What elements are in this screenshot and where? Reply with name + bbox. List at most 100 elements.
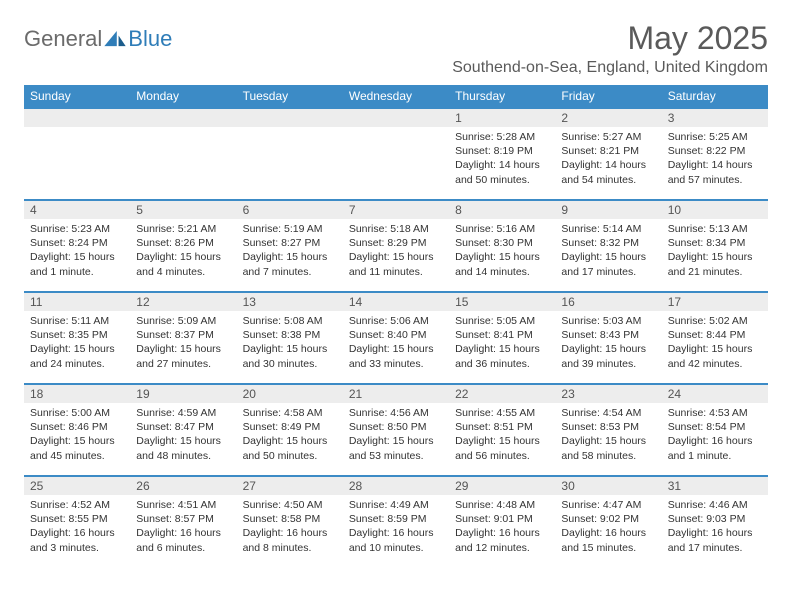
sunrise-text: Sunrise: 5:06 AM (349, 314, 443, 328)
sunset-text: Sunset: 8:47 PM (136, 420, 230, 434)
sunset-text: Sunset: 8:26 PM (136, 236, 230, 250)
daylight-text: Daylight: 15 hours and 33 minutes. (349, 342, 443, 370)
day-data: Sunrise: 4:58 AMSunset: 8:49 PMDaylight:… (237, 403, 343, 469)
calendar-day-cell: 10Sunrise: 5:13 AMSunset: 8:34 PMDayligh… (662, 200, 768, 292)
header: General Blue May 2025 Southend-on-Sea, E… (24, 20, 768, 77)
sunset-text: Sunset: 8:35 PM (30, 328, 124, 342)
day-number: 17 (662, 293, 768, 311)
sunrise-text: Sunrise: 5:19 AM (243, 222, 337, 236)
day-number: 21 (343, 385, 449, 403)
sunrise-text: Sunrise: 5:05 AM (455, 314, 549, 328)
sunset-text: Sunset: 8:49 PM (243, 420, 337, 434)
sunrise-text: Sunrise: 4:46 AM (668, 498, 762, 512)
sunrise-text: Sunrise: 5:16 AM (455, 222, 549, 236)
daylight-text: Daylight: 15 hours and 17 minutes. (561, 250, 655, 278)
day-data: Sunrise: 5:13 AMSunset: 8:34 PMDaylight:… (662, 219, 768, 285)
sunset-text: Sunset: 8:19 PM (455, 144, 549, 158)
calendar-day-cell: 5Sunrise: 5:21 AMSunset: 8:26 PMDaylight… (130, 200, 236, 292)
calendar-day-cell: 21Sunrise: 4:56 AMSunset: 8:50 PMDayligh… (343, 384, 449, 476)
day-data: Sunrise: 5:27 AMSunset: 8:21 PMDaylight:… (555, 127, 661, 193)
day-number: 22 (449, 385, 555, 403)
daylight-text: Daylight: 15 hours and 11 minutes. (349, 250, 443, 278)
sunset-text: Sunset: 9:03 PM (668, 512, 762, 526)
sunrise-text: Sunrise: 4:48 AM (455, 498, 549, 512)
day-data: Sunrise: 5:08 AMSunset: 8:38 PMDaylight:… (237, 311, 343, 377)
calendar-week-row: 4Sunrise: 5:23 AMSunset: 8:24 PMDaylight… (24, 200, 768, 292)
sunrise-text: Sunrise: 5:25 AM (668, 130, 762, 144)
daylight-text: Daylight: 16 hours and 1 minute. (668, 434, 762, 462)
daylight-text: Daylight: 15 hours and 45 minutes. (30, 434, 124, 462)
daylight-text: Daylight: 14 hours and 57 minutes. (668, 158, 762, 186)
sunrise-text: Sunrise: 4:55 AM (455, 406, 549, 420)
day-number: 15 (449, 293, 555, 311)
sunrise-text: Sunrise: 4:49 AM (349, 498, 443, 512)
sunrise-text: Sunrise: 4:47 AM (561, 498, 655, 512)
calendar-day-cell (343, 108, 449, 200)
sunrise-text: Sunrise: 4:59 AM (136, 406, 230, 420)
day-number: 30 (555, 477, 661, 495)
day-number: 29 (449, 477, 555, 495)
sunset-text: Sunset: 9:02 PM (561, 512, 655, 526)
calendar-day-cell: 16Sunrise: 5:03 AMSunset: 8:43 PMDayligh… (555, 292, 661, 384)
weekday-header: Tuesday (237, 85, 343, 108)
daylight-text: Daylight: 16 hours and 3 minutes. (30, 526, 124, 554)
day-data: Sunrise: 5:23 AMSunset: 8:24 PMDaylight:… (24, 219, 130, 285)
sunrise-text: Sunrise: 4:58 AM (243, 406, 337, 420)
sunset-text: Sunset: 8:32 PM (561, 236, 655, 250)
sunrise-text: Sunrise: 5:21 AM (136, 222, 230, 236)
day-data: Sunrise: 4:54 AMSunset: 8:53 PMDaylight:… (555, 403, 661, 469)
day-number: 26 (130, 477, 236, 495)
daylight-text: Daylight: 15 hours and 36 minutes. (455, 342, 549, 370)
page-title: May 2025 (452, 20, 768, 57)
day-number: 28 (343, 477, 449, 495)
sunrise-text: Sunrise: 5:09 AM (136, 314, 230, 328)
sunset-text: Sunset: 8:34 PM (668, 236, 762, 250)
day-number: 5 (130, 201, 236, 219)
daylight-text: Daylight: 15 hours and 30 minutes. (243, 342, 337, 370)
calendar-day-cell: 23Sunrise: 4:54 AMSunset: 8:53 PMDayligh… (555, 384, 661, 476)
day-number (237, 109, 343, 127)
daylight-text: Daylight: 16 hours and 10 minutes. (349, 526, 443, 554)
sunset-text: Sunset: 8:53 PM (561, 420, 655, 434)
calendar-day-cell: 11Sunrise: 5:11 AMSunset: 8:35 PMDayligh… (24, 292, 130, 384)
sunset-text: Sunset: 8:40 PM (349, 328, 443, 342)
calendar-day-cell: 8Sunrise: 5:16 AMSunset: 8:30 PMDaylight… (449, 200, 555, 292)
calendar-day-cell: 17Sunrise: 5:02 AMSunset: 8:44 PMDayligh… (662, 292, 768, 384)
sunset-text: Sunset: 8:50 PM (349, 420, 443, 434)
logo-text-general: General (24, 26, 102, 52)
daylight-text: Daylight: 15 hours and 14 minutes. (455, 250, 549, 278)
day-data: Sunrise: 4:50 AMSunset: 8:58 PMDaylight:… (237, 495, 343, 561)
daylight-text: Daylight: 15 hours and 50 minutes. (243, 434, 337, 462)
title-block: May 2025 Southend-on-Sea, England, Unite… (452, 20, 768, 77)
sail-icon (104, 31, 126, 47)
calendar-day-cell: 22Sunrise: 4:55 AMSunset: 8:51 PMDayligh… (449, 384, 555, 476)
day-data: Sunrise: 5:05 AMSunset: 8:41 PMDaylight:… (449, 311, 555, 377)
logo: General Blue (24, 20, 172, 52)
weekday-header: Wednesday (343, 85, 449, 108)
day-data: Sunrise: 4:53 AMSunset: 8:54 PMDaylight:… (662, 403, 768, 469)
calendar-day-cell: 9Sunrise: 5:14 AMSunset: 8:32 PMDaylight… (555, 200, 661, 292)
day-data: Sunrise: 5:02 AMSunset: 8:44 PMDaylight:… (662, 311, 768, 377)
daylight-text: Daylight: 15 hours and 53 minutes. (349, 434, 443, 462)
calendar-day-cell: 13Sunrise: 5:08 AMSunset: 8:38 PMDayligh… (237, 292, 343, 384)
sunset-text: Sunset: 8:38 PM (243, 328, 337, 342)
daylight-text: Daylight: 15 hours and 21 minutes. (668, 250, 762, 278)
day-number: 13 (237, 293, 343, 311)
sunset-text: Sunset: 8:46 PM (30, 420, 124, 434)
sunset-text: Sunset: 8:58 PM (243, 512, 337, 526)
day-number: 25 (24, 477, 130, 495)
calendar-day-cell: 20Sunrise: 4:58 AMSunset: 8:49 PMDayligh… (237, 384, 343, 476)
day-data: Sunrise: 4:47 AMSunset: 9:02 PMDaylight:… (555, 495, 661, 561)
day-data: Sunrise: 5:11 AMSunset: 8:35 PMDaylight:… (24, 311, 130, 377)
calendar-day-cell: 7Sunrise: 5:18 AMSunset: 8:29 PMDaylight… (343, 200, 449, 292)
sunset-text: Sunset: 8:41 PM (455, 328, 549, 342)
daylight-text: Daylight: 15 hours and 39 minutes. (561, 342, 655, 370)
sunset-text: Sunset: 8:54 PM (668, 420, 762, 434)
sunrise-text: Sunrise: 5:28 AM (455, 130, 549, 144)
calendar-table: Sunday Monday Tuesday Wednesday Thursday… (24, 85, 768, 568)
sunrise-text: Sunrise: 4:51 AM (136, 498, 230, 512)
sunset-text: Sunset: 8:59 PM (349, 512, 443, 526)
day-number: 3 (662, 109, 768, 127)
day-data: Sunrise: 4:55 AMSunset: 8:51 PMDaylight:… (449, 403, 555, 469)
calendar-week-row: 1Sunrise: 5:28 AMSunset: 8:19 PMDaylight… (24, 108, 768, 200)
